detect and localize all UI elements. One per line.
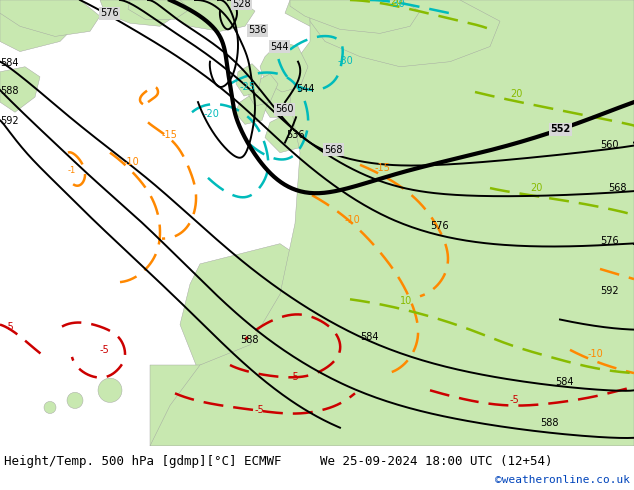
Text: 528: 528 (232, 0, 250, 9)
Circle shape (98, 378, 122, 402)
Text: -10: -10 (588, 349, 604, 359)
Text: 588: 588 (240, 335, 259, 345)
Polygon shape (290, 0, 420, 33)
Text: 560: 560 (275, 104, 294, 114)
Text: 568: 568 (608, 183, 626, 193)
Text: -5: -5 (290, 372, 300, 382)
Text: 20: 20 (530, 183, 542, 193)
Text: -5: -5 (510, 395, 520, 405)
Polygon shape (280, 51, 634, 446)
Circle shape (67, 392, 83, 409)
Polygon shape (260, 42, 308, 92)
Text: 20: 20 (510, 89, 522, 99)
Text: -25: -25 (240, 82, 256, 92)
Polygon shape (265, 112, 305, 153)
Text: -30: -30 (338, 56, 354, 66)
Polygon shape (248, 74, 278, 106)
Text: -15: -15 (162, 129, 178, 140)
Text: -5: -5 (5, 321, 15, 332)
Text: 584: 584 (555, 377, 574, 387)
Polygon shape (235, 92, 268, 124)
Text: 588: 588 (0, 86, 18, 96)
Text: 568: 568 (324, 145, 342, 155)
Text: -15: -15 (375, 163, 391, 173)
Text: 560: 560 (600, 140, 619, 149)
Text: -10: -10 (124, 157, 139, 167)
Text: We 25-09-2024 18:00 UTC (12+54): We 25-09-2024 18:00 UTC (12+54) (320, 455, 552, 468)
Polygon shape (100, 0, 175, 26)
Polygon shape (150, 0, 634, 446)
Polygon shape (0, 67, 40, 112)
Text: -5: -5 (255, 405, 265, 415)
Polygon shape (260, 77, 305, 117)
Text: -30: -30 (390, 0, 406, 9)
Polygon shape (128, 0, 190, 19)
Text: 576: 576 (100, 8, 119, 18)
Text: 576: 576 (600, 236, 619, 245)
Text: 536: 536 (286, 129, 304, 140)
Polygon shape (180, 244, 320, 385)
Text: -5: -5 (100, 345, 110, 355)
Text: Height/Temp. 500 hPa [gdmp][°C] ECMWF: Height/Temp. 500 hPa [gdmp][°C] ECMWF (4, 455, 281, 468)
Polygon shape (330, 0, 445, 42)
Text: 592: 592 (600, 286, 619, 296)
Polygon shape (155, 0, 255, 31)
Text: -20: -20 (204, 109, 220, 119)
Polygon shape (150, 365, 634, 446)
Text: 10: 10 (400, 296, 412, 306)
Text: -1: -1 (68, 166, 76, 175)
Text: ©weatheronline.co.uk: ©weatheronline.co.uk (495, 475, 630, 485)
Text: 544: 544 (270, 42, 288, 51)
Polygon shape (310, 0, 500, 67)
Text: 544: 544 (296, 84, 314, 94)
Polygon shape (0, 0, 80, 51)
Text: -10: -10 (345, 216, 361, 225)
Text: 20: 20 (390, 0, 403, 6)
Circle shape (44, 401, 56, 414)
Text: 584: 584 (0, 58, 18, 68)
Polygon shape (236, 64, 262, 96)
Polygon shape (0, 0, 100, 36)
Text: 552: 552 (550, 124, 570, 134)
Text: 536: 536 (248, 25, 266, 35)
Text: 592: 592 (0, 116, 18, 126)
Text: 584: 584 (360, 332, 378, 342)
Polygon shape (285, 0, 380, 33)
Text: 588: 588 (540, 417, 559, 428)
Text: 576: 576 (430, 220, 449, 230)
